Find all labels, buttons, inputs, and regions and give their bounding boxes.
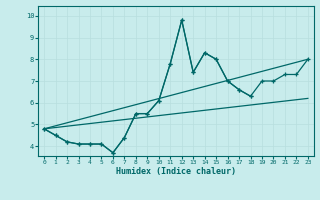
X-axis label: Humidex (Indice chaleur): Humidex (Indice chaleur) (116, 167, 236, 176)
